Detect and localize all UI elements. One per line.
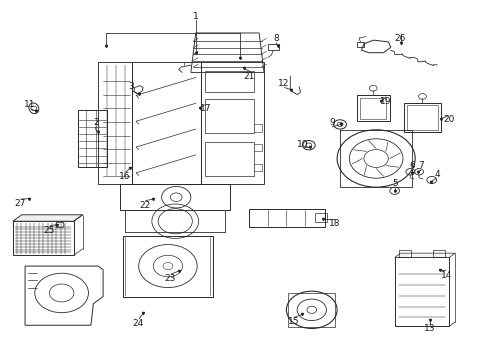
Bar: [205, 71, 254, 92]
Text: 25: 25: [44, 226, 55, 235]
Text: 1: 1: [192, 12, 198, 21]
Bar: [398, 250, 410, 257]
Bar: [122, 235, 212, 297]
Bar: [339, 130, 411, 187]
Text: 12: 12: [277, 79, 288, 88]
Bar: [205, 142, 254, 176]
Bar: [267, 44, 278, 50]
Polygon shape: [13, 215, 82, 221]
Bar: [356, 95, 389, 121]
Text: 18: 18: [328, 219, 340, 228]
Bar: [98, 62, 132, 184]
Bar: [205, 99, 254, 134]
Text: 17: 17: [199, 104, 211, 113]
Bar: [78, 110, 107, 167]
Bar: [315, 213, 327, 222]
Text: 6: 6: [408, 161, 414, 170]
Bar: [132, 62, 200, 184]
Text: 4: 4: [433, 170, 439, 179]
Bar: [359, 98, 386, 119]
Text: 13: 13: [423, 324, 435, 333]
Text: 3: 3: [128, 82, 134, 91]
Bar: [432, 250, 445, 257]
Text: 20: 20: [443, 114, 454, 123]
Text: 24: 24: [132, 319, 143, 328]
Text: 9: 9: [329, 118, 334, 127]
Bar: [249, 210, 325, 226]
Text: 15: 15: [287, 317, 298, 326]
Bar: [407, 105, 437, 130]
Text: 14: 14: [440, 270, 451, 279]
Text: 7: 7: [417, 161, 423, 170]
Text: 27: 27: [15, 199, 26, 208]
Text: 22: 22: [139, 201, 150, 210]
Text: 5: 5: [391, 179, 397, 188]
Bar: [394, 257, 448, 326]
Bar: [404, 103, 440, 132]
Text: 26: 26: [394, 34, 406, 43]
Bar: [288, 293, 334, 327]
Bar: [200, 62, 264, 184]
Bar: [13, 221, 74, 255]
Text: 21: 21: [243, 72, 255, 81]
Text: 23: 23: [164, 274, 176, 283]
Bar: [120, 184, 229, 211]
Text: 10: 10: [297, 140, 308, 149]
Text: 11: 11: [24, 100, 36, 109]
Text: 2: 2: [93, 118, 99, 127]
Text: 16: 16: [119, 172, 130, 181]
Text: 8: 8: [273, 34, 279, 43]
Polygon shape: [394, 253, 454, 257]
Text: 19: 19: [379, 96, 391, 105]
Bar: [356, 42, 364, 46]
